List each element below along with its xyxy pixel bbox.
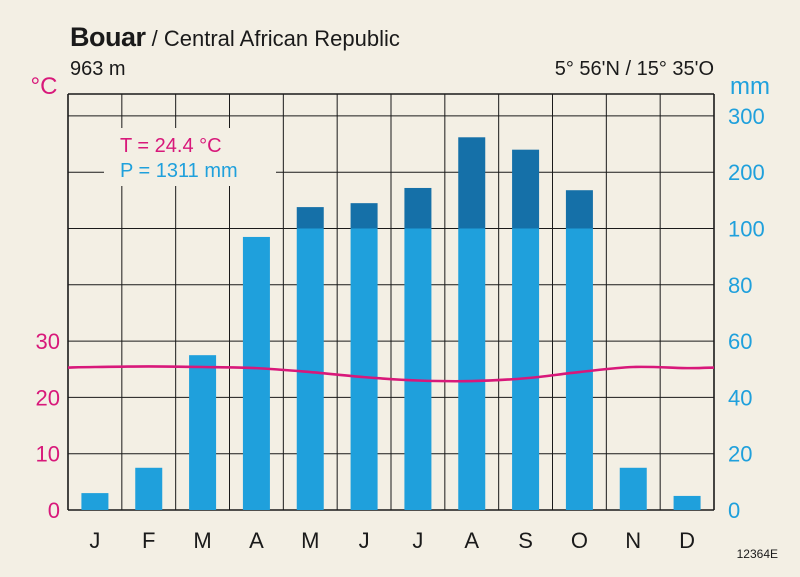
precipitation-bars bbox=[81, 137, 701, 510]
month-label: O bbox=[571, 528, 588, 553]
temperature-curve bbox=[67, 365, 715, 383]
legend-box: T = 24.4 °C P = 1311 mm bbox=[104, 128, 276, 186]
temperature-tick-label: 20 bbox=[36, 385, 60, 410]
precipitation-bar bbox=[619, 467, 647, 510]
chart-title: Bouar / Central African Republic bbox=[70, 22, 400, 53]
precipitation-bar bbox=[135, 467, 163, 510]
precipitation-bar-excess bbox=[458, 137, 486, 229]
precipitation-bar bbox=[350, 228, 378, 510]
precipitation-bar-excess bbox=[350, 203, 378, 229]
month-label: J bbox=[89, 528, 100, 553]
coordinates-label: 5° 56'N / 15° 35'O bbox=[554, 58, 714, 80]
station-name: Bouar bbox=[70, 22, 146, 52]
month-label: A bbox=[249, 528, 264, 553]
month-label: M bbox=[301, 528, 319, 553]
precipitation-tick-label: 100 bbox=[728, 217, 765, 242]
precipitation-bar bbox=[404, 228, 432, 510]
legend-background bbox=[104, 128, 276, 186]
month-label: F bbox=[142, 528, 155, 553]
temperature-tick-label: 30 bbox=[36, 329, 60, 354]
precipitation-tick-label: 60 bbox=[728, 329, 752, 354]
precipitation-unit-label: mm bbox=[730, 73, 770, 100]
precipitation-bar bbox=[565, 228, 593, 510]
precipitation-bar bbox=[512, 228, 540, 510]
precipitation-bar bbox=[673, 495, 701, 510]
month-label: S bbox=[518, 528, 533, 553]
month-label: A bbox=[464, 528, 479, 553]
precipitation-bar-excess bbox=[404, 187, 432, 229]
precipitation-bar bbox=[458, 228, 486, 510]
precipitation-bar-excess bbox=[512, 149, 540, 229]
temperature-unit-label: °C bbox=[31, 73, 58, 100]
precipitation-tick-label: 300 bbox=[728, 104, 765, 129]
temperature-tick-label: 10 bbox=[36, 442, 60, 467]
precipitation-tick-label: 20 bbox=[728, 442, 752, 467]
month-label: N bbox=[625, 528, 641, 553]
legend-precipitation: P = 1311 mm bbox=[120, 160, 238, 182]
precipitation-bar bbox=[189, 355, 217, 510]
month-label: D bbox=[679, 528, 695, 553]
figure-code: 12364E bbox=[736, 547, 778, 561]
grid bbox=[67, 93, 715, 511]
precipitation-tick-label: 40 bbox=[728, 385, 752, 410]
precipitation-tick-label: 200 bbox=[728, 160, 765, 185]
precipitation-tick-label: 80 bbox=[728, 273, 752, 298]
country-name: / Central African Republic bbox=[151, 26, 400, 51]
precipitation-tick-label: 0 bbox=[728, 498, 740, 523]
precipitation-bar-excess bbox=[296, 207, 324, 229]
month-label: J bbox=[412, 528, 423, 553]
precipitation-bar-excess bbox=[565, 190, 593, 229]
temperature-line bbox=[67, 365, 715, 383]
month-label: J bbox=[359, 528, 370, 553]
month-label: M bbox=[193, 528, 211, 553]
precipitation-bar bbox=[296, 228, 324, 510]
precipitation-bar bbox=[81, 493, 109, 510]
precipitation-bar bbox=[242, 236, 270, 510]
temperature-tick-label: 0 bbox=[48, 498, 60, 523]
elevation-label: 963 m bbox=[70, 58, 126, 80]
legend-temperature: T = 24.4 °C bbox=[120, 135, 222, 157]
